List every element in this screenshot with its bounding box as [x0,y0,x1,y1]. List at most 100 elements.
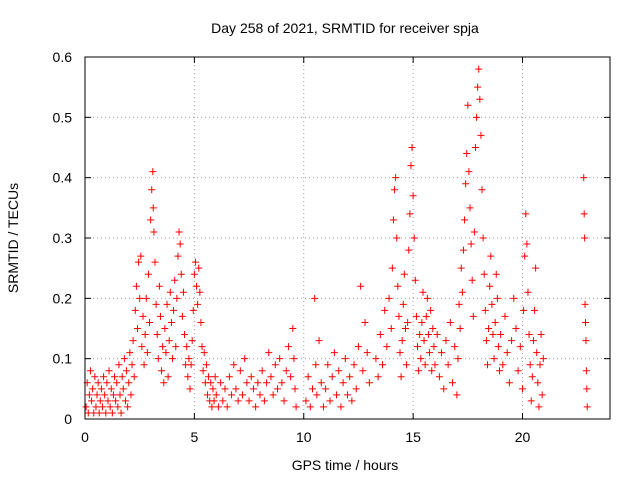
data-point [225,373,233,381]
data-point [453,391,461,399]
data-point [490,355,498,363]
data-point [138,343,146,351]
data-point [282,367,290,375]
data-point [514,367,522,375]
data-point [376,331,384,339]
data-point [197,318,205,326]
data-point [461,216,469,224]
data-point [486,282,494,290]
data-point [539,355,547,363]
data-point [188,337,196,345]
data-point [465,168,473,176]
data-point [473,113,481,121]
data-point [199,367,207,375]
data-point [287,373,295,381]
data-point [196,288,204,296]
data-point [346,373,354,381]
data-point [344,391,351,399]
data-point [97,385,105,393]
data-point [179,288,187,296]
data-point [471,144,479,151]
data-point [158,367,166,375]
data-point [313,391,321,399]
data-point [520,306,528,314]
data-point [475,65,483,73]
data-point [91,373,99,381]
data-point [141,331,149,339]
data-point [521,252,529,260]
data-point [234,397,242,405]
data-point [411,276,419,284]
data-point [519,385,526,393]
data-point [454,355,462,363]
data-point [252,403,260,411]
y-tick-label: 0 [64,411,72,427]
data-point [208,403,216,411]
data-point [379,361,386,369]
data-point [464,101,472,109]
data-point [230,361,238,369]
data-point [119,385,127,393]
data-point [111,373,119,381]
data-point [372,355,380,363]
data-point [149,204,157,212]
data-point [134,325,141,332]
data-point [455,300,463,308]
data-point [415,367,423,375]
data-point [120,355,128,363]
data-point [399,300,407,308]
data-point [449,379,456,387]
data-point [533,349,541,357]
data-point [496,367,504,375]
data-point [426,349,434,357]
data-point [466,204,474,212]
data-point [469,312,477,320]
data-point [166,288,174,296]
data-point [387,325,395,332]
data-point [403,361,411,369]
data-point [127,391,135,399]
data-point [207,379,215,387]
data-point [102,409,110,417]
data-point [417,355,425,363]
data-point [388,264,396,272]
data-point [532,264,540,272]
data-point [416,331,424,339]
data-point [510,294,518,302]
data-point [126,349,134,357]
data-point [526,361,534,369]
data-point [444,361,452,369]
data-point [400,270,408,278]
data-point [322,385,330,393]
data-point [581,300,589,308]
data-point [142,294,150,302]
data-point [319,403,327,411]
data-point [94,379,102,387]
data-point [105,367,113,375]
y-tick-label: 0.4 [53,170,73,186]
data-point [421,361,429,369]
data-point [256,391,264,399]
data-point [412,312,420,320]
data-point [88,397,96,405]
y-tick-label: 0.2 [53,290,73,306]
y-tick-label: 0.1 [53,351,73,367]
data-point [89,385,97,393]
data-point [249,385,257,393]
data-point [149,168,157,176]
data-point [178,312,186,320]
data-point [531,306,539,314]
data-point [525,331,533,339]
data-point [457,264,465,272]
data-point [404,318,412,326]
data-point [254,379,262,387]
data-point [302,397,310,405]
data-point [522,210,530,218]
data-point [383,343,391,351]
data-point [431,361,439,369]
data-point [505,379,513,387]
data-point [164,373,172,381]
data-point [130,373,138,381]
data-point [583,385,591,393]
